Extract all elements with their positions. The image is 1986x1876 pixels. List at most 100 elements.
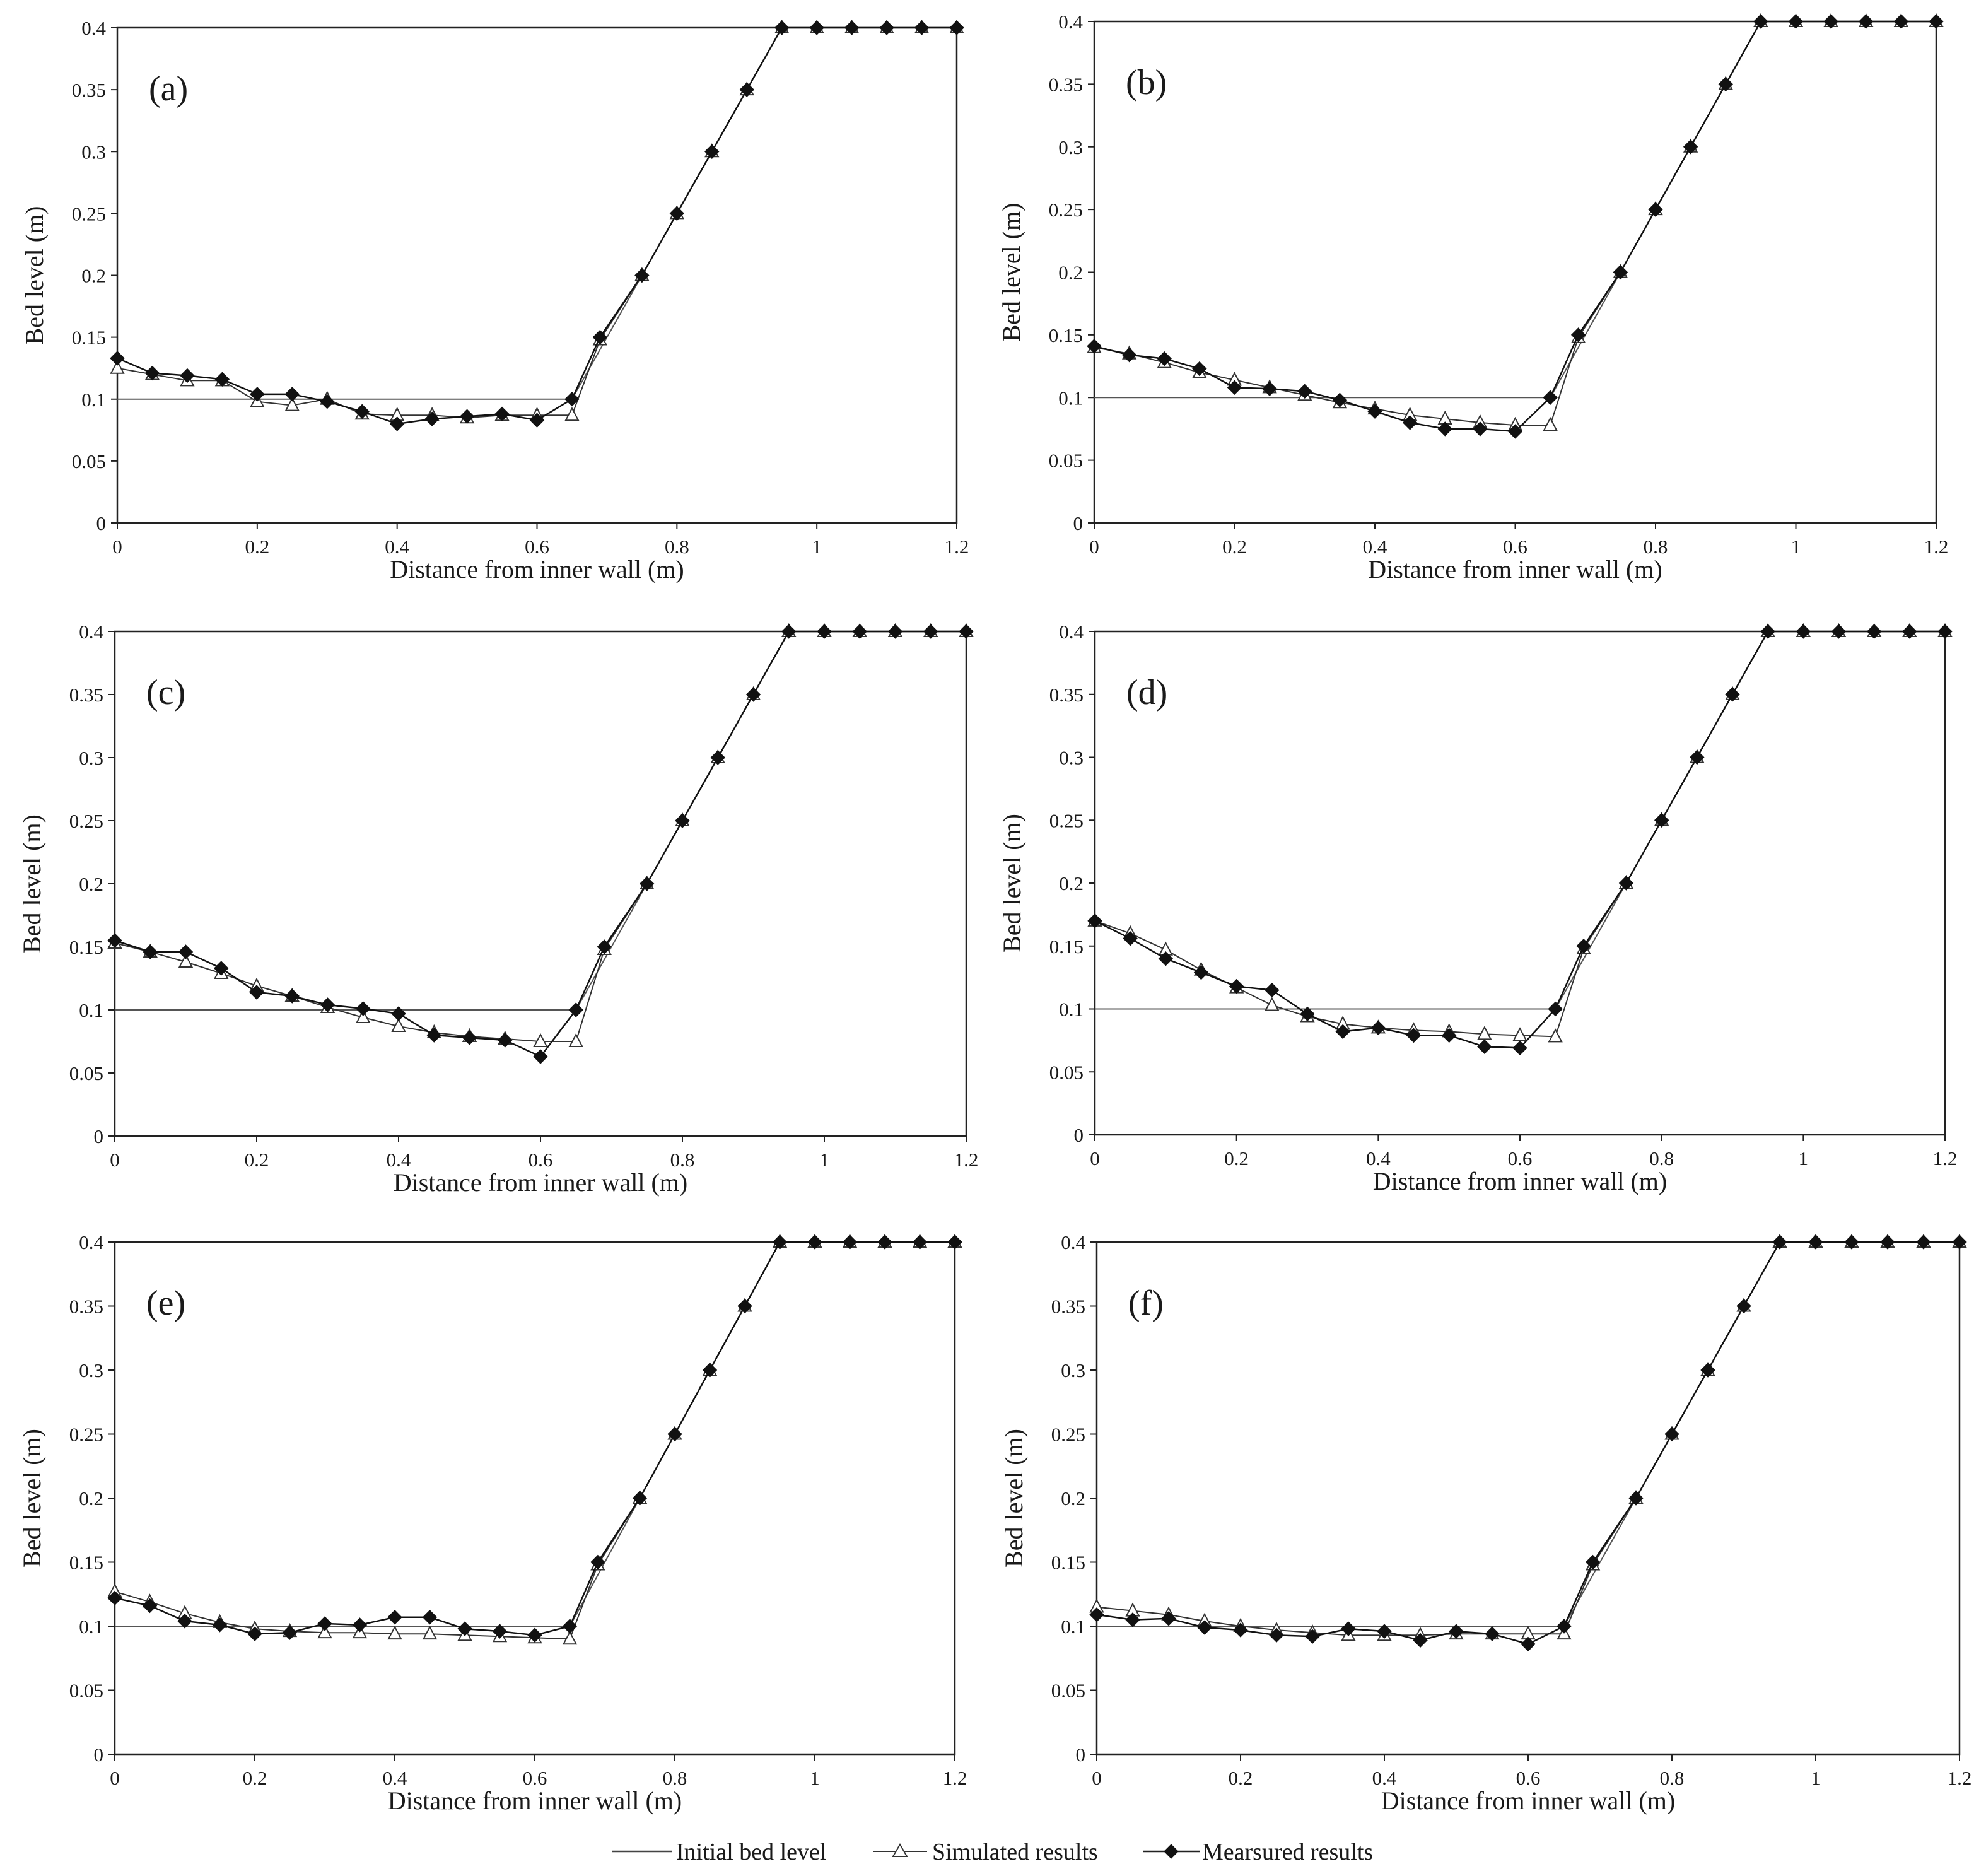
x-tick-label: 0.8 [670, 1149, 695, 1171]
x-tick-label: 1.2 [945, 536, 969, 558]
series-simulated-line [1094, 631, 1945, 1038]
series-measured-line [117, 26, 957, 425]
y-tick-label: 0.15 [69, 936, 103, 958]
measured-point [590, 1554, 605, 1570]
measured-point [1089, 1607, 1104, 1622]
measured-point [459, 409, 475, 424]
measured-point [529, 413, 545, 428]
y-tick-label: 0.35 [1051, 1296, 1085, 1318]
series-simulated-line [114, 1241, 955, 1640]
series-initial-bed-level [1094, 21, 1936, 399]
legend-initial-label: Initial bed level [676, 1839, 826, 1865]
panel-b: 0 0.05 0.1 0.15 0.2 0.25 0.3 0.35 0.4 0 0.2 0.4 0.6 0… [997, 11, 1948, 583]
plot-frame [1094, 630, 1946, 1136]
measured-point [1772, 1234, 1787, 1250]
measured-point [1683, 139, 1698, 155]
measured-point [527, 1627, 542, 1643]
y-tick-label: 0.3 [79, 1359, 103, 1381]
measured-point [817, 624, 832, 639]
y-tick-label: 0.25 [1049, 809, 1084, 831]
simulated-point [533, 1033, 548, 1047]
y-tick-label: 0.35 [1049, 684, 1084, 706]
panels: 0 0.05 0.1 0.15 0.2 0.25 0.3 0.35 0.4 0 0.2 0.4 0.6 0… [18, 11, 1971, 1815]
x-tick-label: 0 [112, 536, 122, 558]
y-tick-label: 0.35 [1049, 73, 1083, 95]
measured-point [214, 372, 230, 387]
y-tick-label: 0.2 [79, 1487, 103, 1510]
x-tick-label: 0.8 [1649, 1147, 1674, 1170]
measured-point [214, 961, 229, 976]
measured-point [1760, 624, 1775, 639]
x-tick-label: 0.2 [245, 536, 269, 558]
measured-point [1158, 951, 1174, 966]
panel-label: (e) [146, 1284, 185, 1323]
measured-point [809, 20, 824, 35]
measured-point [1916, 1234, 1931, 1250]
measured-point [844, 20, 860, 35]
measured-point [1628, 1491, 1644, 1506]
measured-point [1512, 1040, 1527, 1056]
series-initial-bed-level [117, 27, 957, 400]
measured-point [1125, 1612, 1140, 1627]
x-tick-label: 0.2 [245, 1149, 269, 1171]
x-tick-label: 1.2 [1933, 1147, 1958, 1170]
simulated-point [564, 407, 580, 421]
y-tick-label: 0.25 [72, 202, 106, 225]
plot-frame [114, 1241, 956, 1756]
simulated-point [317, 1624, 332, 1639]
y-tick-label: 0.2 [81, 265, 106, 287]
measured-point [1370, 1020, 1386, 1036]
simulated-point [568, 1033, 583, 1047]
y-axis-title: Bed level (m) [18, 1429, 46, 1568]
measured-point [107, 933, 122, 948]
x-tick-label: 0.2 [1222, 536, 1247, 558]
panel-a: 0 0.05 0.1 0.15 0.2 0.25 0.3 0.35 0.4 0 0.2 0.4 0.6 0… [20, 17, 969, 583]
measured-point [250, 387, 265, 402]
x-tick-label: 0.8 [1660, 1767, 1685, 1789]
y-tick-label: 0.4 [79, 1231, 103, 1253]
measured-point [1300, 1006, 1315, 1022]
x-tick-label: 0.2 [1224, 1147, 1249, 1170]
series-simulated-line [117, 27, 957, 419]
measured-point [1269, 1627, 1284, 1643]
measured-point [1718, 76, 1733, 92]
measured-point [807, 1234, 822, 1250]
x-tick-label: 0 [110, 1767, 120, 1789]
y-axis-title: Bed level (m) [997, 203, 1025, 342]
plot-frame [1093, 20, 1937, 524]
measured-point [1367, 404, 1382, 419]
measured-point [1233, 1622, 1248, 1638]
measured-point [1648, 202, 1663, 217]
measured-point [959, 624, 974, 639]
y-tick-label: 0.4 [1059, 621, 1084, 643]
y-axis-title: Bed level (m) [998, 814, 1026, 953]
y-tick-label: 0.1 [79, 999, 103, 1021]
y-tick-label: 0.15 [69, 1552, 103, 1574]
panel-e: 0 0.05 0.1 0.15 0.2 0.25 0.3 0.35 0.4 0 0.2 0.4 0.6 0… [18, 1231, 967, 1815]
measured-point [640, 876, 655, 891]
y-tick-label: 0.1 [1059, 999, 1084, 1021]
measured-point [1192, 361, 1207, 377]
measured-point [212, 1617, 228, 1633]
y-tick-label: 0.25 [69, 810, 103, 832]
measured-point [1157, 351, 1172, 366]
measured-point [142, 1598, 158, 1614]
y-tick-label: 0.25 [1051, 1424, 1085, 1446]
simulated-point [1265, 997, 1280, 1011]
measured-point [457, 1621, 472, 1636]
y-tick-label: 0.2 [1061, 1487, 1085, 1510]
measured-point [1753, 14, 1768, 29]
x-axis-title: Distance from inner wall (m) [394, 1168, 688, 1197]
y-tick-label: 0 [94, 1744, 104, 1766]
measured-point [1880, 1234, 1895, 1250]
panel-label: (d) [1126, 673, 1167, 712]
measured-point [1335, 1024, 1350, 1040]
panel-label: (a) [149, 69, 188, 108]
measured-point [923, 624, 938, 639]
y-tick-label: 0.4 [1058, 11, 1083, 33]
measured-point [1437, 421, 1452, 437]
simulated-point [1512, 1027, 1527, 1041]
measured-point [178, 944, 194, 959]
x-tick-label: 0.4 [1363, 536, 1387, 558]
measured-point [1613, 264, 1628, 280]
